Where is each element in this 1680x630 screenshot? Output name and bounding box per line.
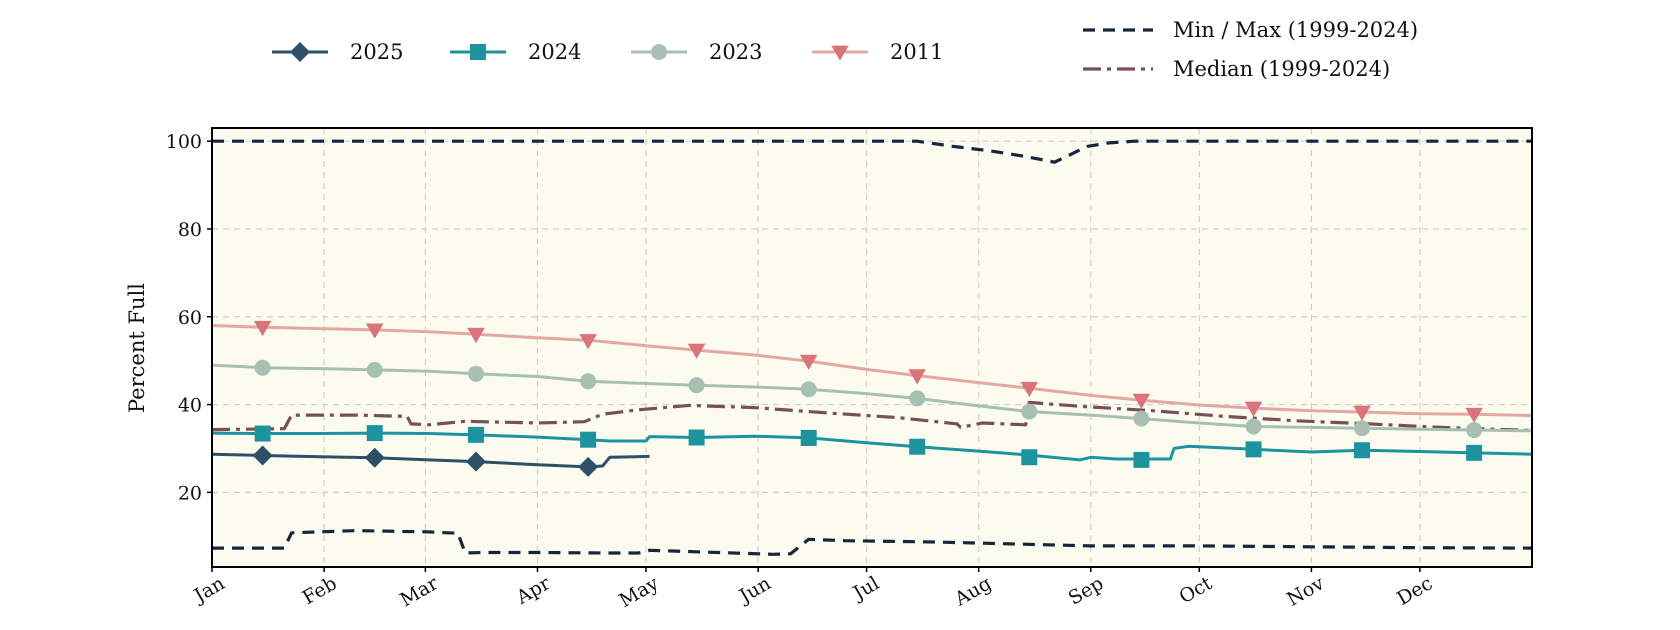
x-tick-label: Jun	[734, 572, 775, 608]
legend-item-2024: 2024	[450, 40, 581, 64]
data-point	[1245, 441, 1262, 458]
x-axis: Jan Feb Mar Apr May Jun Jul Aug Sep Oct Nov Dec	[189, 567, 1436, 612]
x-tick-label: Dec	[1393, 572, 1436, 610]
x-tick-label: Jan	[189, 572, 229, 608]
data-point	[580, 431, 597, 448]
x-tick-label: Mar	[396, 572, 442, 611]
legend-item-2011: 2011	[812, 40, 943, 64]
series-2011	[211, 320, 1533, 424]
data-point	[909, 438, 926, 455]
series-line	[211, 400, 1533, 433]
legend-label: 2011	[890, 40, 943, 64]
data-point	[1021, 403, 1038, 420]
data-point	[254, 359, 271, 376]
series-median-1999-2024	[211, 400, 1533, 433]
data-point	[468, 426, 484, 443]
legend-item-2025: 2025	[272, 40, 403, 64]
y-tick-label: 60	[178, 307, 202, 329]
legend-label: 2023	[709, 40, 762, 64]
legend-label: Min / Max (1999-2024)	[1173, 18, 1418, 42]
data-point	[1354, 442, 1371, 459]
data-point	[578, 456, 599, 477]
series-line	[212, 528, 1533, 556]
data-point	[466, 451, 486, 472]
data-point	[1353, 405, 1371, 421]
data-point	[1021, 449, 1038, 466]
y-axis-title: Percent Full	[125, 283, 149, 413]
legend-swatch-marker	[470, 44, 486, 60]
data-point	[580, 373, 597, 390]
y-axis: 20 40 60 80 100	[166, 131, 212, 504]
series-line	[211, 363, 1533, 433]
plot-frame	[211, 127, 1533, 568]
data-point	[1466, 444, 1483, 461]
data-point	[1354, 420, 1371, 437]
data-point	[909, 390, 926, 407]
series-line	[211, 324, 1533, 417]
data-point	[1245, 418, 1262, 435]
data-point	[688, 429, 705, 446]
legend-swatch-marker	[651, 44, 667, 60]
legend-label: Median (1999-2024)	[1173, 57, 1390, 81]
y-tick-label: 80	[178, 219, 202, 241]
data-point	[252, 445, 273, 466]
data-point	[254, 425, 271, 442]
data-point	[467, 327, 485, 344]
y-tick-label: 100	[166, 131, 202, 153]
data-point	[468, 365, 484, 382]
data-point	[1133, 451, 1150, 468]
data-point	[800, 381, 817, 398]
legend-label: 2024	[528, 40, 581, 64]
data-point	[1133, 410, 1150, 427]
legend-item-median-1999-2024: Median (1999-2024)	[1083, 57, 1390, 81]
data-point	[366, 361, 383, 378]
data-point	[687, 343, 706, 359]
legend-swatch-marker	[290, 42, 310, 62]
plot-area	[212, 128, 1532, 567]
x-tick-label: Aug	[950, 572, 995, 611]
x-tick-label: Jul	[848, 572, 883, 605]
data-point	[1132, 393, 1151, 409]
data-point	[908, 369, 927, 385]
plot-border	[211, 127, 1533, 568]
plot-background	[212, 128, 1532, 567]
series-2024	[211, 425, 1533, 468]
legend-item-2023: 2023	[631, 40, 762, 64]
x-tick-label: May	[616, 572, 663, 612]
data-point	[365, 323, 384, 339]
x-tick-label: Sep	[1065, 572, 1108, 609]
y-tick-label: 40	[178, 395, 202, 417]
series-2023	[211, 359, 1533, 439]
data-point	[253, 320, 272, 337]
legend-swatch-marker	[831, 45, 849, 61]
x-tick-label: Nov	[1283, 572, 1328, 611]
data-point	[1244, 401, 1263, 417]
series-min-max-1999-2024-max	[212, 139, 1532, 164]
series-min-max-1999-2024-min	[212, 528, 1533, 556]
y-tick-label: 20	[178, 482, 202, 504]
series-line	[212, 139, 1532, 164]
legend-item-min-max-1999-2024: Min / Max (1999-2024)	[1083, 18, 1418, 42]
x-tick-label: Apr	[512, 572, 555, 609]
legend: 2025 2024 2023 2011 Min / Max (1999-2024) Med…	[272, 18, 1418, 81]
legend-label: 2025	[350, 40, 403, 64]
data-point	[799, 354, 818, 370]
data-point	[579, 334, 597, 350]
x-tick-label: Feb	[299, 572, 341, 609]
data-point	[688, 377, 705, 394]
data-point	[800, 429, 817, 446]
data-point	[1465, 407, 1483, 424]
series-2025	[211, 445, 650, 477]
x-tick-label: Oct	[1175, 572, 1216, 608]
data-point	[1020, 381, 1039, 398]
data-point	[364, 447, 385, 468]
data-point	[366, 425, 383, 442]
data-point	[1466, 422, 1483, 439]
series-layer	[211, 139, 1533, 556]
